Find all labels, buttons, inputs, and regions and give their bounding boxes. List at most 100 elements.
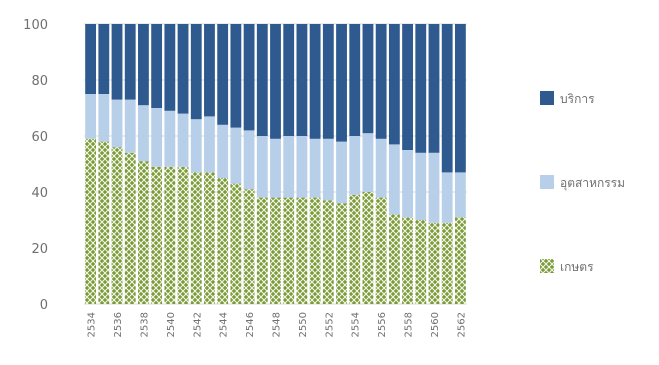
bar-segment-industry-2560 [428, 152, 440, 223]
bar-segment-industry-2540 [164, 110, 176, 167]
y-tick-label: 20 [31, 242, 48, 257]
bar-segment-industry-2537 [124, 99, 136, 153]
bar-segment-services-2560 [428, 24, 440, 153]
x-tick-label: 2536 [113, 312, 124, 337]
y-tick-label: 40 [31, 186, 48, 201]
bar-segment-agriculture-2543 [204, 172, 215, 304]
legend-label: บริการ [560, 92, 595, 106]
bar-segment-services-2559 [415, 24, 427, 153]
bar-segment-services-2548 [270, 24, 281, 139]
bar-segment-agriculture-2538 [138, 161, 149, 304]
bar-segment-agriculture-2537 [124, 152, 136, 304]
bar-segment-agriculture-2562 [454, 217, 466, 304]
x-tick-label: 2542 [192, 312, 203, 337]
bar-segment-agriculture-2555 [362, 192, 374, 304]
bar-segment-industry-2538 [138, 105, 149, 162]
bar-segment-agriculture-2559 [415, 220, 427, 304]
bar-segment-industry-2539 [151, 108, 163, 167]
x-axis-ticks: 2534 2536 2538 2540 2542 2544 2546 2548 2550 2552… [87, 312, 468, 337]
bar-segment-services-2535 [98, 24, 110, 94]
bar-area [85, 24, 466, 304]
bar-segment-industry-2543 [204, 116, 215, 173]
bar-segment-services-2539 [151, 24, 163, 108]
bar-segment-agriculture-2542 [190, 172, 202, 304]
legend-swatch [540, 259, 554, 273]
bar-segment-services-2543 [204, 24, 215, 117]
bar-segment-agriculture-2549 [283, 197, 295, 304]
bar-segment-services-2551 [309, 24, 321, 139]
x-tick-label: 2552 [324, 312, 335, 337]
legend-swatch [540, 175, 554, 189]
legend-swatch [540, 91, 554, 105]
bar-segment-agriculture-2558 [402, 217, 413, 304]
bar-segment-agriculture-2534 [85, 138, 97, 304]
bar-segment-services-2550 [296, 24, 308, 136]
bar-segment-services-2537 [124, 24, 136, 100]
bar-segment-agriculture-2536 [111, 147, 123, 304]
bar-segment-services-2562 [454, 24, 466, 173]
bar-segment-industry-2559 [415, 152, 427, 220]
bar-segment-services-2541 [177, 24, 189, 114]
bar-segment-industry-2561 [441, 172, 453, 223]
bar-segment-services-2558 [402, 24, 413, 150]
bar-segment-industry-2541 [177, 113, 189, 167]
x-tick-label: 2534 [87, 312, 98, 337]
bar-segment-industry-2550 [296, 136, 308, 198]
bar-segment-services-2544 [217, 24, 229, 125]
y-tick-label: 0 [40, 298, 48, 313]
bar-segment-agriculture-2554 [349, 194, 361, 304]
bar-segment-agriculture-2541 [177, 166, 189, 304]
bar-segment-industry-2558 [402, 150, 413, 218]
bar-segment-industry-2551 [309, 138, 321, 198]
bar-segment-industry-2557 [388, 144, 400, 215]
bar-segment-services-2549 [283, 24, 295, 136]
bar-segment-agriculture-2535 [98, 141, 110, 304]
bar-segment-industry-2536 [111, 99, 123, 148]
bar-segment-industry-2535 [98, 94, 110, 142]
bar-segment-services-2534 [85, 24, 97, 94]
x-tick-label: 2548 [272, 312, 283, 337]
bar-segment-agriculture-2539 [151, 166, 163, 304]
bar-segment-agriculture-2547 [256, 197, 268, 304]
bar-segment-industry-2548 [270, 138, 281, 198]
x-tick-label: 2562 [456, 312, 467, 337]
x-tick-label: 2538 [139, 312, 150, 337]
bar-segment-industry-2545 [230, 127, 242, 184]
bar-segment-industry-2534 [85, 94, 97, 139]
bar-segment-agriculture-2552 [322, 200, 334, 304]
x-tick-label: 2554 [351, 312, 362, 337]
bar-segment-services-2540 [164, 24, 176, 111]
x-tick-label: 2544 [219, 312, 230, 337]
bar-segment-industry-2555 [362, 133, 374, 192]
x-tick-label: 2540 [166, 312, 177, 337]
bar-segment-agriculture-2540 [164, 166, 176, 304]
bar-segment-industry-2552 [322, 138, 334, 201]
bar-segment-industry-2553 [336, 141, 347, 204]
bar-segment-agriculture-2544 [217, 178, 229, 304]
bar-segment-services-2536 [111, 24, 123, 100]
legend-label: เกษตร [560, 260, 594, 274]
bar-segment-services-2557 [388, 24, 400, 145]
bar-segment-agriculture-2553 [336, 203, 347, 304]
y-axis-ticks: 0 20 40 60 80 100 [23, 18, 48, 313]
bar-segment-agriculture-2545 [230, 183, 242, 304]
bar-segment-agriculture-2550 [296, 197, 308, 304]
bar-segment-services-2547 [256, 24, 268, 136]
bar-segment-industry-2542 [190, 119, 202, 173]
x-tick-label: 2560 [430, 312, 441, 337]
bar-segment-industry-2549 [283, 136, 295, 198]
legend-label: อุตสาหกรรม [560, 176, 625, 191]
bar-segment-services-2553 [336, 24, 347, 142]
bar-segment-agriculture-2548 [270, 197, 281, 304]
bar-segment-services-2552 [322, 24, 334, 139]
bar-segment-agriculture-2556 [375, 197, 387, 304]
bar-segment-services-2561 [441, 24, 453, 173]
y-tick-label: 60 [31, 130, 48, 145]
bar-segment-agriculture-2560 [428, 222, 440, 304]
bar-segment-services-2546 [243, 24, 255, 131]
bar-segment-services-2545 [230, 24, 242, 128]
bar-segment-services-2554 [349, 24, 361, 136]
bar-segment-industry-2544 [217, 124, 229, 178]
bar-segment-agriculture-2551 [309, 197, 321, 304]
